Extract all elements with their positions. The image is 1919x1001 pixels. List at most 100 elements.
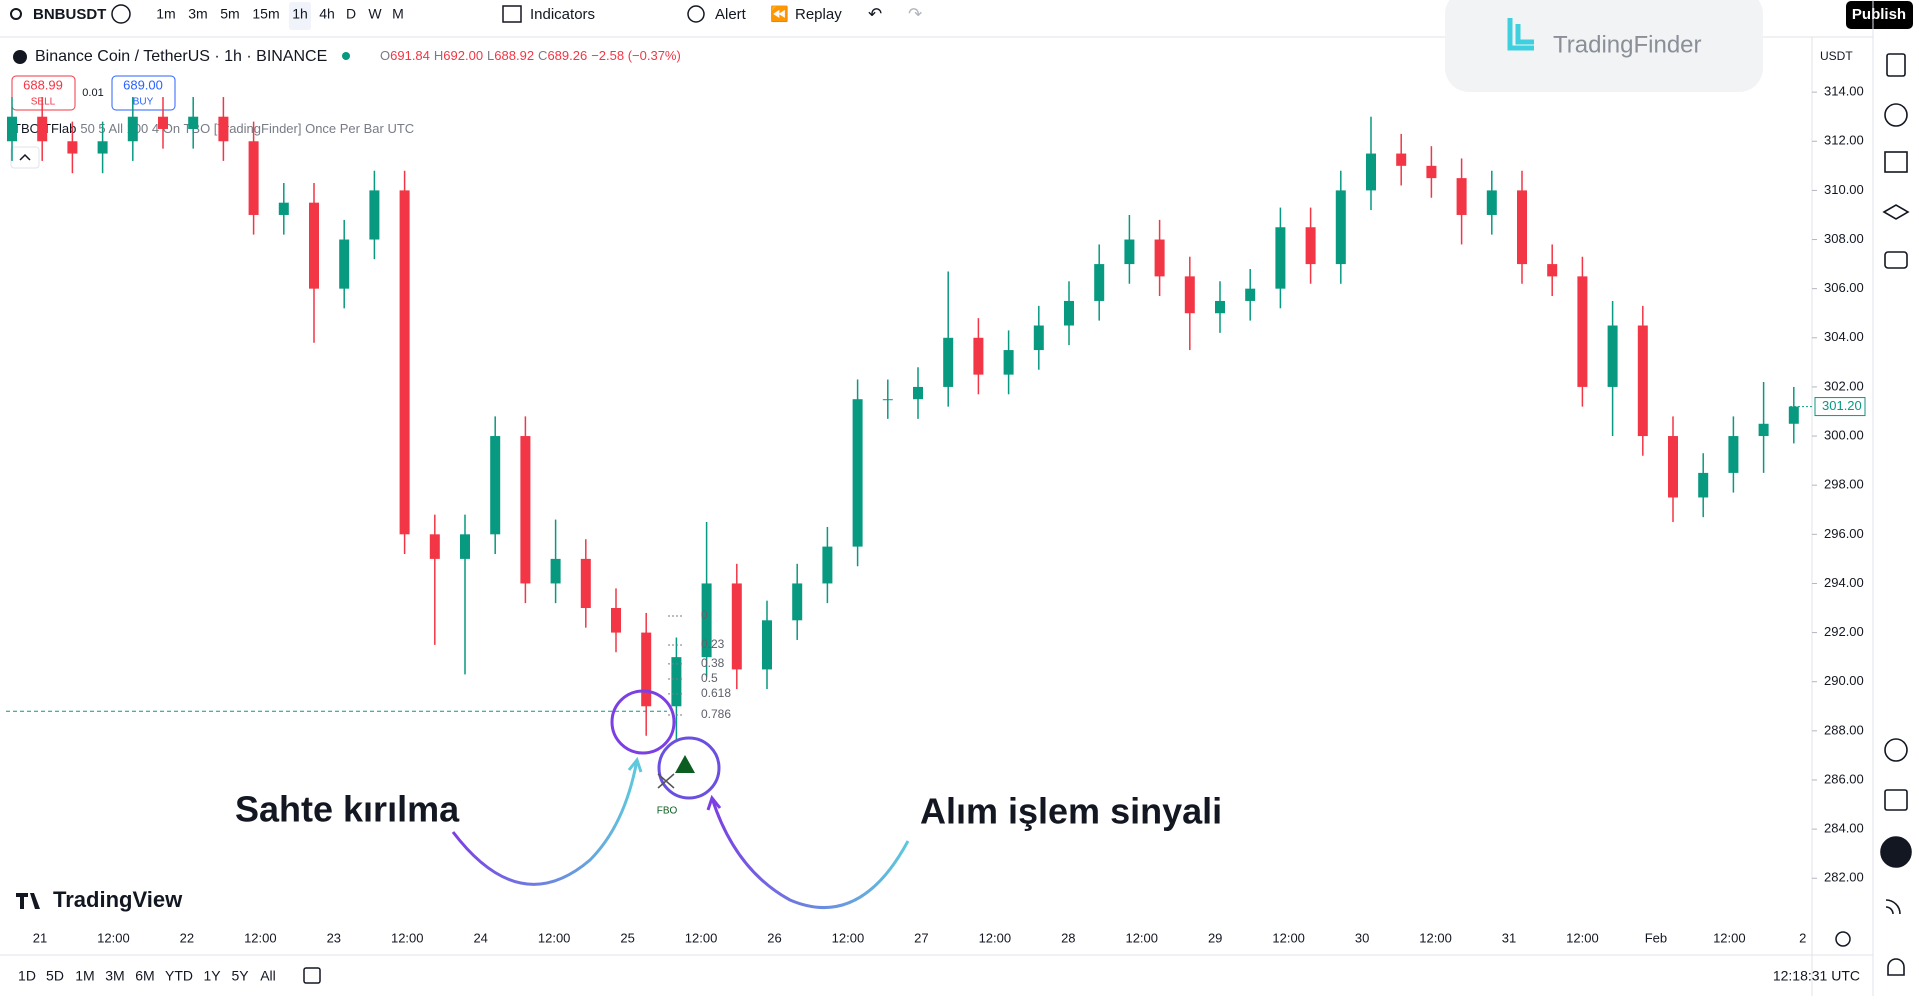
- publish-button[interactable]: Publish: [1852, 6, 1906, 23]
- y-tick-label: 282.00: [1824, 870, 1864, 885]
- candle-body: [671, 657, 682, 707]
- fib-label: 0: [701, 608, 708, 622]
- undo[interactable]: ↶: [868, 4, 882, 23]
- candle-body: [1486, 190, 1497, 215]
- range-button[interactable]: YTD: [165, 968, 193, 984]
- range-button[interactable]: 1M: [75, 968, 94, 984]
- timeframe[interactable]: 3m: [188, 6, 207, 22]
- range-button[interactable]: 3M: [105, 968, 124, 984]
- tool-icon[interactable]: [1882, 204, 1910, 220]
- x-tick-label: 2: [1799, 930, 1806, 945]
- x-tick-label: 12:00: [97, 930, 130, 945]
- last-price-tag: [1814, 397, 1866, 417]
- alert-icon: [687, 5, 705, 23]
- x-tick-label: 12:00: [1272, 930, 1305, 945]
- buy-box[interactable]: [111, 75, 176, 111]
- buy-signal: [675, 755, 695, 773]
- tool-icon[interactable]: [1880, 836, 1912, 868]
- o-label: O: [380, 48, 390, 63]
- tool-icon[interactable]: [1884, 151, 1908, 173]
- publish-bg: [1846, 1, 1913, 29]
- range-button[interactable]: 6M: [135, 968, 154, 984]
- replay-button[interactable]: Replay: [795, 6, 842, 23]
- annotation: Alım işlem sinyali: [920, 791, 1222, 832]
- timeframe[interactable]: 4h: [319, 6, 335, 22]
- timeframes: 1m 3m 5m 15m 1h 4h D W M: [156, 6, 404, 22]
- range-button[interactable]: 5Y: [231, 968, 249, 984]
- settings[interactable]: [1835, 931, 1851, 947]
- watermark-icon: [1507, 18, 1534, 51]
- tool-icon[interactable]: [1884, 251, 1908, 269]
- x-tick-label: 24: [473, 930, 487, 945]
- tool-icon[interactable]: [1884, 789, 1908, 811]
- x-tick-label: 30: [1355, 930, 1369, 945]
- x-tick-label: 12:00: [244, 930, 277, 945]
- timeframe[interactable]: W: [368, 6, 382, 22]
- fib-label: 0.23: [701, 637, 725, 651]
- x-tick-label: 29: [1208, 930, 1222, 945]
- x-tick-label: 12:00: [538, 930, 571, 945]
- range-button[interactable]: 1D: [18, 968, 36, 984]
- goto-date[interactable]: [303, 967, 321, 984]
- range-button[interactable]: 5D: [46, 968, 64, 984]
- candle-body: [97, 141, 108, 154]
- add-symbol[interactable]: [111, 4, 131, 24]
- y-tick-label: 306.00: [1824, 280, 1864, 295]
- tv-logo-icon: [16, 893, 40, 909]
- x-tick-label: 12:00: [1125, 930, 1158, 945]
- symbol[interactable]: BNBUSDT: [33, 6, 106, 23]
- candle-body: [1124, 239, 1135, 265]
- o-value: 691.84: [390, 48, 430, 63]
- tool-icon[interactable]: [1884, 103, 1908, 127]
- tool-icon[interactable]: [1886, 53, 1906, 77]
- candle-body: [158, 116, 168, 129]
- candle-body: [460, 534, 470, 559]
- candle-body: [127, 116, 138, 142]
- candle-body: [490, 436, 501, 535]
- timeframe[interactable]: M: [392, 6, 404, 22]
- active-tf-bg: [289, 2, 311, 30]
- indicator-legend: TBO TFlab 50 5 All 100 4 On TBO [TradingF…: [13, 121, 414, 136]
- tool-icon[interactable]: [1887, 958, 1905, 976]
- last-price-label: 301.20: [1822, 398, 1862, 413]
- timeframe[interactable]: D: [346, 6, 356, 22]
- search-icon[interactable]: [10, 8, 22, 20]
- currency[interactable]: USDT: [1820, 49, 1853, 63]
- candle-body: [943, 337, 954, 387]
- y-tick-label: 290.00: [1824, 673, 1864, 688]
- timeframe[interactable]: 15m: [252, 6, 279, 22]
- watermark-box: [1445, 0, 1763, 92]
- candle-body: [762, 620, 772, 670]
- candle-body: [1396, 153, 1407, 166]
- timeframe[interactable]: 5m: [220, 6, 239, 22]
- watermark: TradingFinder: [1553, 31, 1702, 58]
- redo[interactable]: ↷: [908, 4, 922, 23]
- x-tick-label: 12:00: [1566, 930, 1599, 945]
- candle-body: [218, 116, 229, 142]
- candle-body: [1788, 406, 1799, 424]
- range-button[interactable]: 1Y: [203, 968, 221, 984]
- timeframe[interactable]: 1h: [292, 6, 308, 22]
- candle-body: [309, 202, 319, 289]
- y-tick-label: 298.00: [1824, 477, 1864, 492]
- buy-price: 689.00: [123, 77, 163, 92]
- arrow-head: [627, 756, 643, 773]
- tv-logo: TradingView: [53, 887, 183, 912]
- h-value: 692.00: [443, 48, 483, 63]
- range-button[interactable]: All: [260, 968, 276, 984]
- alert-button[interactable]: Alert: [715, 6, 747, 23]
- candle-body: [1517, 190, 1527, 265]
- candle-body: [1184, 276, 1195, 314]
- collapse-button[interactable]: [10, 146, 40, 169]
- tool-icon[interactable]: [1885, 899, 1901, 915]
- tool-icon[interactable]: [1884, 738, 1908, 762]
- candle-body: [520, 436, 531, 584]
- ohlc: O691.84 H692.00 L688.92 C689.26 −2.58 (−0.37…: [380, 48, 681, 63]
- candle-body: [1094, 264, 1105, 301]
- indicators-button[interactable]: Indicators: [530, 6, 595, 23]
- timeframe[interactable]: 1m: [156, 6, 175, 22]
- sell-box[interactable]: [11, 75, 76, 111]
- x-tick-label: 28: [1061, 930, 1075, 945]
